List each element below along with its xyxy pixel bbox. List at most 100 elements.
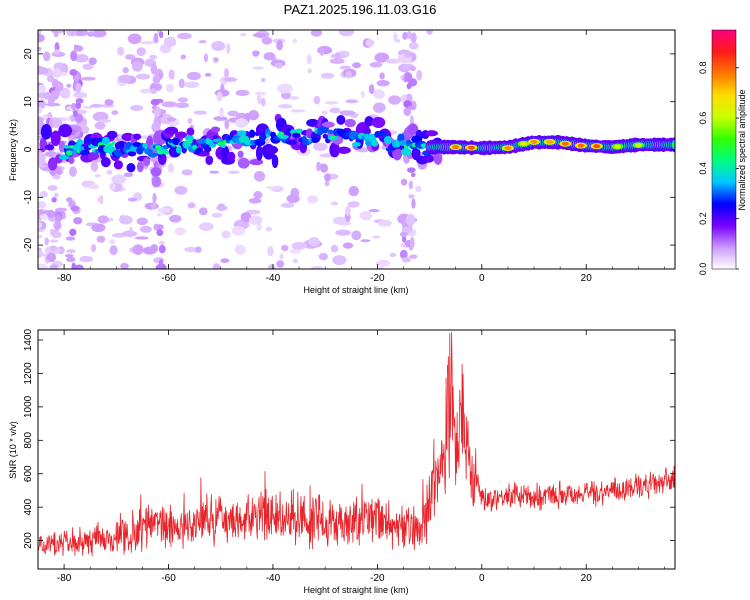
heatmap-cell: [415, 185, 422, 193]
heatmap-cell: [320, 72, 335, 79]
heatmap-cell: [111, 174, 127, 184]
heatmap-cell: [408, 41, 419, 50]
heatmap-cell: [295, 129, 303, 134]
heatmap-cell: [504, 146, 512, 151]
heatmap-cell: [389, 252, 397, 258]
heatmap-cell: [127, 150, 137, 157]
heatmap-cell: [336, 114, 346, 125]
heatmap-cell: [69, 166, 77, 177]
heatmap-cell: [345, 99, 359, 104]
heatmap-cell: [321, 121, 335, 128]
heatmap-cell: [70, 205, 80, 212]
heatmap-cell: [352, 141, 361, 147]
heatmap-cell: [47, 185, 58, 191]
heatmap-cell: [320, 163, 329, 173]
heatmap-cell: [254, 91, 267, 96]
heatmap-cell: [150, 201, 157, 210]
heatmap-cell: [278, 134, 289, 139]
heatmap-cell: [223, 68, 230, 79]
heatmap-cell: [139, 225, 152, 233]
heatmap-cell: [401, 235, 407, 243]
heatmap-y-axis-label: Frequency (Hz): [8, 119, 18, 181]
heatmap-cell: [192, 144, 198, 150]
heatmap-cell: [337, 146, 351, 155]
heatmap-cell: [377, 219, 392, 227]
heatmap-cell: [147, 152, 159, 158]
heatmap-cell: [38, 66, 49, 75]
heatmap-cell: [593, 144, 601, 149]
heatmap-cell: [388, 95, 402, 105]
heatmap-cell: [87, 151, 99, 161]
snr-panel: -80 -60 -40 -20 0 20 200 400 600 800 1000 1200 1400…: [8, 328, 676, 595]
heatmap-cell: [371, 139, 379, 147]
snr-series-line: [38, 331, 675, 557]
snr-y-tick-label: 1200: [23, 362, 34, 385]
heatmap-cell: [66, 257, 76, 263]
heatmap-cell: [75, 82, 82, 94]
heatmap-cell: [96, 235, 106, 243]
heatmap-cell: [231, 225, 245, 236]
heatmap-cell: [178, 78, 185, 89]
heatmap-y-tick-label: 10: [23, 96, 34, 108]
heatmap-cell: [332, 255, 347, 266]
heatmap-cell: [186, 127, 195, 137]
heatmap-cell: [292, 258, 299, 264]
heatmap-cell: [348, 185, 359, 197]
heatmap-cell: [402, 31, 408, 40]
heatmap-cell: [150, 98, 160, 106]
heatmap-cell: [319, 46, 325, 56]
heatmap-cell: [252, 33, 267, 38]
heatmap-cell: [333, 216, 347, 225]
heatmap-cell: [181, 169, 193, 176]
heatmap-cell: [69, 30, 77, 37]
heatmap-cell: [409, 254, 418, 259]
colorbar-tick-label: 0.0: [698, 263, 708, 276]
heatmap-cell: [327, 129, 334, 135]
heatmap-cell: [58, 140, 66, 153]
heatmap-cell: [38, 46, 42, 52]
heatmap-cell: [195, 246, 202, 253]
colorbar-gradient: [711, 29, 737, 270]
heatmap-cell: [312, 142, 328, 152]
heatmap-cell: [49, 239, 59, 243]
heatmap-cell: [150, 167, 162, 177]
heatmap-cell: [54, 173, 60, 180]
heatmap-y-tick-label: -20: [23, 237, 34, 252]
heatmap-cell: [199, 222, 214, 232]
heatmap-cell: [58, 154, 70, 160]
heatmap-cell: [271, 154, 279, 169]
heatmap-cell: [360, 239, 371, 243]
heatmap-cell: [40, 123, 52, 140]
heatmap-cell: [106, 130, 118, 139]
heatmap-cell: [345, 206, 351, 216]
heatmap-cell: [213, 58, 219, 62]
heatmap-cell: [99, 194, 104, 205]
snr-x-axis-label: Height of straight line (km): [303, 585, 408, 595]
heatmap-cell: [280, 202, 295, 208]
heatmap-cell: [368, 84, 375, 95]
heatmap-cell: [411, 198, 416, 209]
heatmap-cell: [321, 110, 328, 115]
heatmap-cell: [342, 242, 354, 249]
snr-y-tick-label: 400: [23, 498, 34, 515]
heatmap-cell: [408, 180, 413, 190]
heatmap-x-tick-label: -60: [161, 273, 176, 284]
heatmap-cell: [324, 101, 339, 105]
heatmap-cell: [119, 215, 133, 225]
heatmap-cell: [74, 264, 84, 269]
heatmap-cell: [330, 135, 336, 139]
heatmap-cell: [285, 127, 292, 135]
heatmap-cell: [82, 63, 94, 70]
heatmap-cell: [671, 142, 675, 147]
heatmap-cell: [372, 235, 381, 239]
heatmap-cell: [329, 58, 345, 64]
heatmap-cell: [365, 38, 375, 47]
heatmap-cell: [204, 72, 212, 77]
heatmap-cell: [43, 51, 51, 62]
heatmap-cell: [289, 96, 300, 100]
heatmap-cell: [335, 52, 341, 59]
heatmap-cell: [204, 145, 212, 153]
heatmap-y-tick-label: -10: [23, 190, 34, 205]
heatmap-cell: [255, 145, 263, 161]
heatmap-cell: [122, 67, 129, 74]
